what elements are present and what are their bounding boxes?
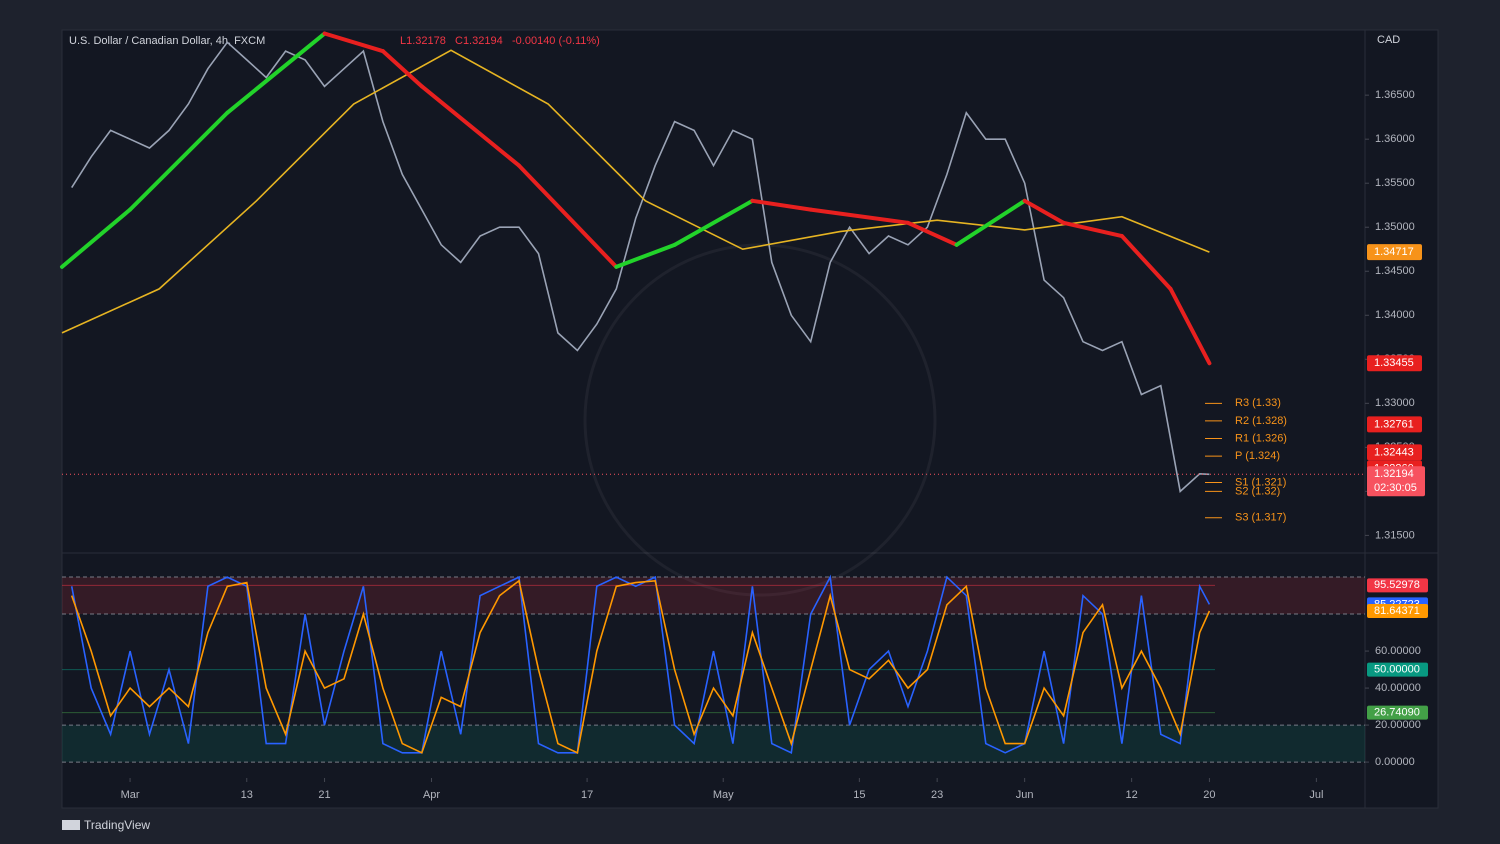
ma-segment	[1168, 286, 1212, 366]
ma-segment	[419, 84, 522, 168]
level-label: 50.00000	[1374, 663, 1420, 675]
price-label: 1.32761	[1374, 418, 1414, 430]
symbol: U.S. Dollar / Canadian Dollar, 4h, FXCM	[69, 35, 265, 47]
x-tick-label: Jul	[1309, 789, 1323, 801]
y-tick-label: 1.33000	[1375, 397, 1415, 409]
level-label: 95.52978	[1374, 579, 1420, 591]
series-line	[61, 49, 1210, 334]
y-tick-label: 20.00000	[1375, 719, 1421, 731]
price-tag	[1367, 416, 1422, 433]
y-tick-label: 1.36000	[1375, 133, 1415, 145]
ma-segment	[1022, 198, 1066, 225]
pivot-label: R1 (1.326)	[1235, 432, 1287, 444]
price-label: 1.34717	[1374, 246, 1414, 258]
y-tick-label: 1.34000	[1375, 309, 1415, 321]
price-tag	[1367, 244, 1422, 261]
brand-logo	[62, 820, 80, 830]
countdown: 02:30:05	[1374, 482, 1417, 494]
ma-segment	[1061, 220, 1124, 239]
y-tick-label: 40.00000	[1375, 682, 1421, 694]
price-label: 1.33455	[1374, 357, 1414, 369]
series-line	[71, 41, 1210, 493]
pivot-label: P (1.324)	[1235, 450, 1280, 462]
pivot-label: S2 (1.32)	[1235, 485, 1280, 497]
band	[62, 577, 1365, 615]
ma-segment	[60, 207, 133, 269]
level-tag	[1367, 662, 1428, 677]
pivot-label: R3 (1.33)	[1235, 397, 1281, 409]
x-tick-label: 13	[241, 789, 253, 801]
x-tick-label: Mar	[121, 789, 140, 801]
ma-segment	[517, 163, 619, 269]
y-tick-label: 1.35000	[1375, 221, 1415, 233]
ma-segment	[322, 31, 385, 54]
price-label: 1.32443	[1374, 446, 1414, 458]
level-label: 26.74090	[1374, 707, 1420, 719]
close: C1.32194	[455, 35, 503, 47]
last-value-label: 81.64371	[1374, 605, 1420, 617]
currency: CAD	[1377, 34, 1400, 46]
y-tick-label: 1.34500	[1375, 265, 1415, 277]
ma-segment	[808, 207, 910, 225]
low: L1.32178	[400, 35, 446, 47]
x-tick-label: Jun	[1016, 789, 1034, 801]
series-line	[70, 579, 1211, 754]
x-tick-label: 21	[318, 789, 330, 801]
x-tick-label: 17	[581, 789, 593, 801]
ma-segment	[614, 242, 677, 269]
y-tick-label: 60.00000	[1375, 645, 1421, 657]
y-tick-label: 1.36500	[1375, 89, 1415, 101]
ma-segment	[128, 110, 230, 212]
ma-segment	[672, 198, 755, 247]
y-tick-label: 0.00000	[1375, 756, 1415, 768]
watermark	[583, 243, 937, 597]
chart-frame	[61, 29, 1439, 809]
pivot-label: R2 (1.328)	[1235, 415, 1287, 427]
price-tag	[1367, 444, 1422, 461]
ma-segment	[380, 49, 424, 89]
price-label: 1.32194	[1374, 468, 1414, 480]
last-value-tag	[1367, 604, 1428, 619]
x-tick-label: 20	[1203, 789, 1215, 801]
y-tick-label: 1.31500	[1375, 529, 1415, 541]
ma-segment	[905, 220, 959, 247]
ma-segment	[1119, 234, 1173, 291]
band	[62, 725, 1365, 763]
x-tick-label: 12	[1126, 789, 1138, 801]
ma-segment	[954, 198, 1027, 247]
change: -0.00140 (-0.11%)	[512, 35, 600, 47]
y-tick-label: 1.35500	[1375, 177, 1415, 189]
level-tag	[1367, 578, 1428, 593]
price-tag	[1367, 466, 1425, 497]
price-tag	[1367, 355, 1422, 372]
ma-segment	[750, 198, 813, 212]
pivot-label: S1 (1.321)	[1235, 476, 1286, 488]
pivot-label: S3 (1.317)	[1235, 512, 1286, 524]
x-tick-label: Apr	[423, 789, 440, 801]
x-tick-label: May	[713, 789, 734, 801]
x-tick-label: 15	[853, 789, 865, 801]
brand: TradingView	[84, 818, 150, 832]
level-tag	[1367, 705, 1428, 720]
x-tick-label: 23	[931, 789, 943, 801]
ma-segment	[225, 31, 327, 115]
